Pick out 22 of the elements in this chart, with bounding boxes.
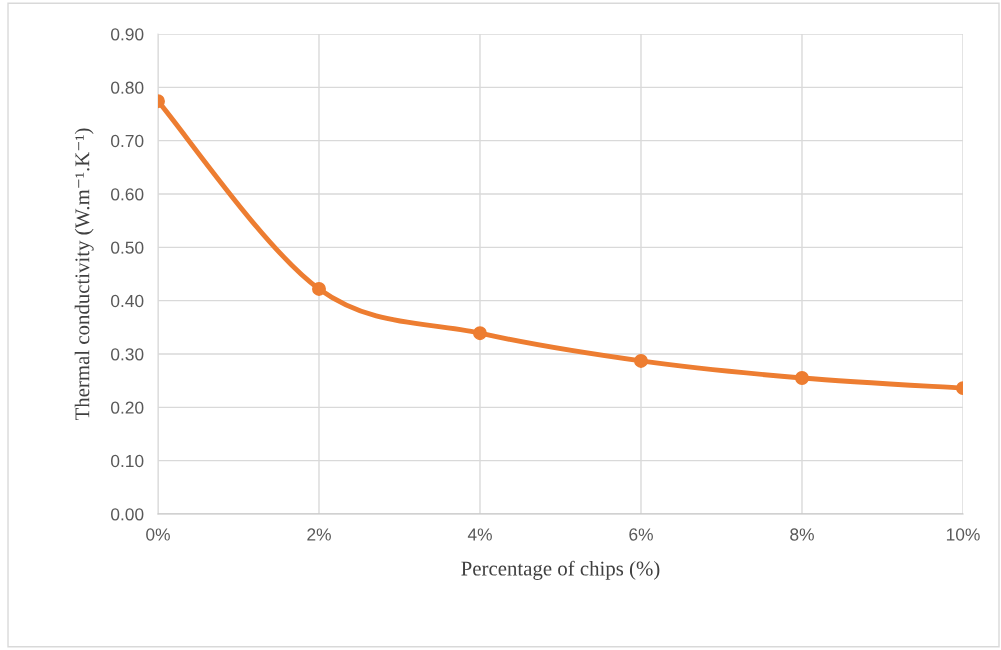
x-tick-label: 2% — [307, 528, 331, 541]
x-tick-label: 0% — [146, 528, 170, 541]
x-tick-label: 6% — [629, 528, 653, 541]
y-axis-title: Thermal conductivity (W.m⁻¹.K⁻¹) — [74, 128, 94, 421]
x-tick-label: 10% — [946, 528, 980, 541]
point — [795, 371, 809, 385]
y-tick-label: 0.30 — [111, 348, 144, 361]
x-tick-label: 4% — [467, 528, 492, 541]
point — [473, 326, 487, 341]
y-tick-label: 0.60 — [111, 188, 144, 201]
point — [312, 281, 326, 296]
y-tick-label: 0.50 — [111, 241, 144, 254]
x-axis-title: Percentage of chips (%) — [461, 560, 660, 580]
y-tick-label: 0.10 — [111, 454, 144, 468]
y-tick-label: 0.00 — [111, 508, 144, 521]
y-tick-label: 0.80 — [111, 81, 144, 94]
y-tick-label: 0.20 — [111, 401, 144, 414]
point — [634, 353, 648, 368]
y-tick-label: 0.40 — [111, 294, 144, 308]
x-tick-label: 8% — [790, 528, 814, 541]
y-tick-label: 0.90 — [111, 28, 144, 41]
y-tick-label: 0.70 — [111, 134, 144, 148]
